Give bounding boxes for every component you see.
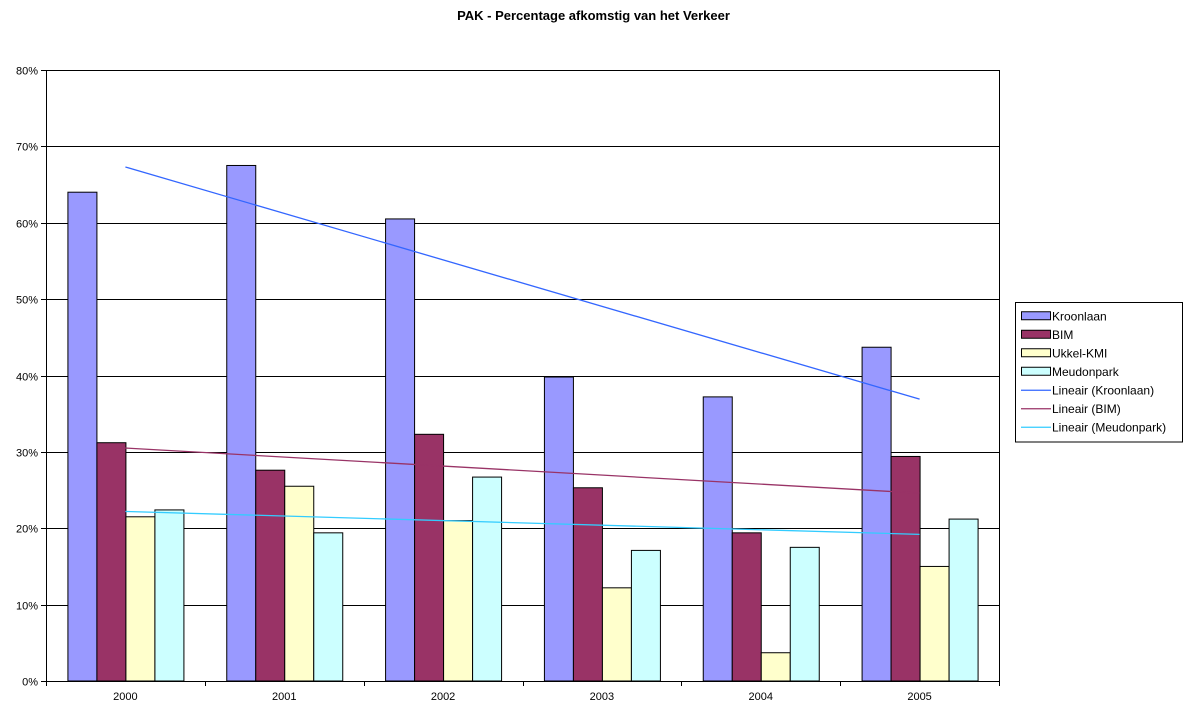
legend-label: Kroonlaan xyxy=(1052,309,1107,323)
x-tick-label: 2001 xyxy=(272,691,296,703)
bar-kroonlaan xyxy=(385,218,416,682)
y-tick-label: 20% xyxy=(16,524,38,536)
bar-ukkel-kmi xyxy=(919,565,950,682)
bar-bim xyxy=(572,487,603,682)
legend-swatch xyxy=(1021,366,1051,376)
bar-ukkel-kmi xyxy=(125,516,156,682)
bar-ukkel-kmi xyxy=(284,485,315,682)
bar-meudonpark xyxy=(472,476,503,682)
bar-meudonpark xyxy=(313,532,344,682)
bar-bim xyxy=(414,433,445,682)
legend-label: Lineair (Meudonpark) xyxy=(1052,420,1166,434)
bar-kroonlaan xyxy=(67,191,98,682)
x-tick-label: 2000 xyxy=(113,691,137,703)
y-tick-label: 0% xyxy=(22,677,38,689)
bar-ukkel-kmi xyxy=(601,587,632,682)
bar-kroonlaan xyxy=(226,164,257,682)
bar-bim xyxy=(731,532,762,682)
legend-label: Meudonpark xyxy=(1052,365,1120,379)
x-tick-label: 2004 xyxy=(749,691,773,703)
bar-bim xyxy=(255,469,286,682)
gridlines xyxy=(46,146,999,606)
trendline-lineair-meudonpark xyxy=(125,510,920,536)
legend-label: Lineair (Kroonlaan) xyxy=(1052,383,1154,397)
y-tick-label: 80% xyxy=(16,66,38,78)
legend-label: Lineair (BIM) xyxy=(1052,402,1121,416)
bar-meudonpark xyxy=(154,509,185,682)
trendlines xyxy=(125,166,920,536)
bar-bim xyxy=(890,455,921,682)
trendline-lineair-kroonlaan xyxy=(125,166,920,400)
legend-swatch xyxy=(1021,329,1051,339)
x-tick-label: 2002 xyxy=(431,691,455,703)
y-tick-label: 30% xyxy=(16,448,38,460)
bar-ukkel-kmi xyxy=(443,520,474,682)
bar-kroonlaan xyxy=(702,396,733,682)
bar-kroonlaan xyxy=(543,376,574,682)
y-tick-label: 60% xyxy=(16,219,38,231)
trendline-lineair-bim xyxy=(125,447,920,494)
bars xyxy=(67,164,979,682)
chart-title: PAK - Percentage afkomstig van het Verke… xyxy=(457,8,730,23)
bar-kroonlaan xyxy=(861,346,892,682)
legend-label: Ukkel-KMI xyxy=(1052,346,1107,360)
legend-label: BIM xyxy=(1052,328,1073,342)
bar-bim xyxy=(96,442,127,682)
legend: Kroonlaan BIM Ukkel-KMI Meudonpark Lineair (… xyxy=(1015,302,1183,443)
y-tick-label: 40% xyxy=(16,372,38,384)
bar-ukkel-kmi xyxy=(760,652,791,682)
x-tick-label: 2005 xyxy=(907,691,931,703)
y-tick-label: 10% xyxy=(16,601,38,613)
x-tick-label: 2003 xyxy=(590,691,614,703)
legend-swatch xyxy=(1021,348,1051,358)
bar-meudonpark xyxy=(948,518,979,682)
bar-meudonpark xyxy=(789,546,820,682)
bar-meudonpark xyxy=(630,549,661,682)
legend-swatch xyxy=(1021,311,1051,321)
axes: 0% 10% 20% 30% 40% 50% 60% 70% 80% 2000 2001 2002 20… xyxy=(16,66,1000,703)
y-tick-label: 70% xyxy=(16,142,38,154)
y-tick-label: 50% xyxy=(16,295,38,307)
